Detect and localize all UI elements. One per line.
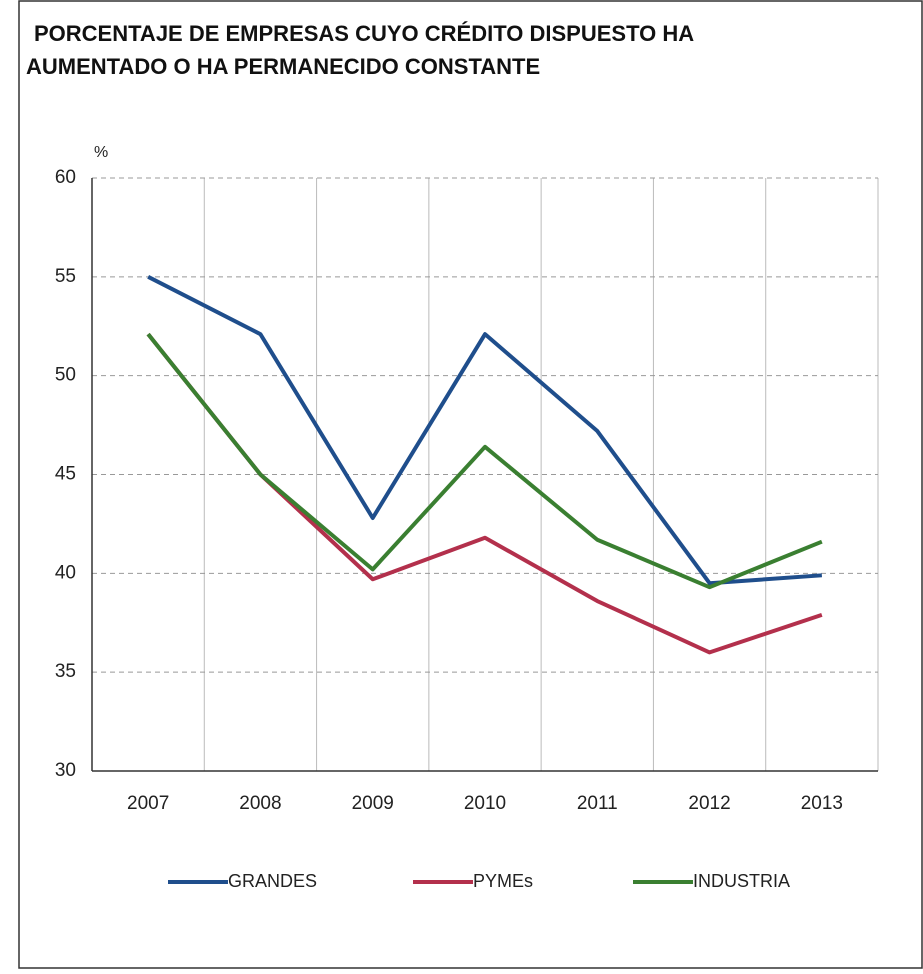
y-tick-label: 60 (55, 167, 76, 188)
y-tick-label: 55 (55, 266, 76, 287)
legend-label: INDUSTRIA (693, 871, 790, 891)
chart-title: AUMENTADO O HA PERMANECIDO CONSTANTE (26, 54, 540, 79)
x-tick-label: 2013 (801, 793, 843, 814)
series-line (146, 332, 823, 590)
y-tick-label: 40 (55, 562, 76, 583)
frame (18, 0, 923, 969)
chart-title: PORCENTAJE DE EMPRESAS CUYO CRÉDITO DISP… (34, 21, 694, 46)
legend-label: GRANDES (228, 871, 317, 891)
y-tick-label: 50 (55, 365, 76, 386)
y-axis-label: % (94, 144, 108, 161)
x-tick-label: 2010 (464, 793, 506, 814)
x-tick-label: 2012 (688, 793, 730, 814)
y-tick-label: 35 (55, 661, 76, 682)
y-tick-label: 45 (55, 464, 76, 485)
x-tick-label: 2009 (352, 793, 394, 814)
y-tick-label: 30 (55, 760, 76, 781)
x-tick-label: 2008 (239, 793, 281, 814)
x-tick-label: 2011 (577, 793, 618, 814)
series-line (147, 275, 822, 586)
legend-label: PYMEs (473, 871, 533, 891)
x-tick-label: 2007 (127, 793, 169, 814)
